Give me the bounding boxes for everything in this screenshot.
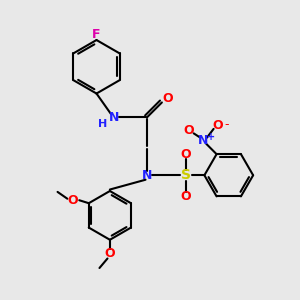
Text: H: H [98,119,108,129]
Text: O: O [67,194,78,207]
Text: O: O [213,119,224,132]
Text: N: N [198,134,208,147]
Text: N: N [142,169,152,182]
Text: F: F [92,28,101,41]
Text: O: O [162,92,172,105]
Text: O: O [180,190,191,202]
Text: O: O [105,247,115,260]
Text: -: - [224,118,229,131]
Text: O: O [183,124,194,137]
Text: N: N [109,111,119,124]
Text: S: S [181,168,191,182]
Text: +: + [207,132,215,142]
Text: O: O [180,148,191,161]
